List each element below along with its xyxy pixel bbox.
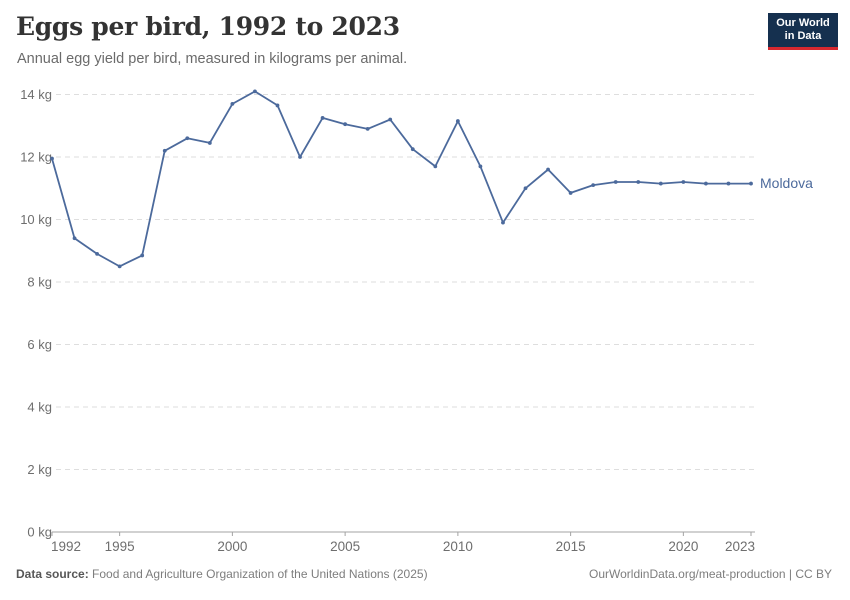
- data-point[interactable]: [455, 119, 460, 123]
- chart-title: Eggs per bird, 1992 to 2023: [16, 12, 400, 41]
- series-label[interactable]: Moldova: [760, 175, 813, 191]
- x-axis-label: 1995: [105, 539, 135, 554]
- data-source[interactable]: Data source: Food and Agriculture Organi…: [16, 567, 428, 581]
- data-point[interactable]: [388, 117, 393, 122]
- data-point[interactable]: [72, 236, 77, 241]
- data-point[interactable]: [523, 186, 528, 191]
- data-point[interactable]: [658, 181, 663, 186]
- data-point[interactable]: [726, 181, 731, 186]
- data-point[interactable]: [95, 251, 99, 256]
- y-axis-label: 8 kg: [27, 275, 52, 290]
- data-point[interactable]: [320, 116, 325, 120]
- data-point[interactable]: [230, 101, 235, 106]
- data-point[interactable]: [343, 122, 348, 127]
- data-point[interactable]: [140, 253, 145, 258]
- y-axis-label: 14 kg: [20, 87, 52, 102]
- x-axis-label: 2015: [556, 539, 586, 554]
- y-axis-label: 10 kg: [20, 212, 52, 227]
- data-point[interactable]: [185, 136, 190, 141]
- series-line[interactable]: [51, 90, 752, 268]
- data-point[interactable]: [681, 180, 686, 184]
- data-point[interactable]: [613, 180, 618, 184]
- owid-logo[interactable]: Our World in Data: [768, 13, 838, 50]
- x-axis-label: 1992: [51, 539, 81, 554]
- data-point[interactable]: [207, 141, 212, 145]
- data-point[interactable]: [410, 147, 415, 152]
- x-axis-label: 2005: [330, 539, 360, 554]
- data-point[interactable]: [478, 164, 483, 169]
- data-point[interactable]: [365, 126, 370, 131]
- y-axis-label: 4 kg: [27, 400, 52, 415]
- data-point[interactable]: [704, 181, 708, 186]
- owid-logo-line2: in Data: [784, 30, 822, 42]
- data-point[interactable]: [162, 148, 167, 153]
- data-source-label: Data source:: [16, 567, 89, 581]
- data-point[interactable]: [749, 181, 753, 186]
- data-point[interactable]: [501, 220, 505, 225]
- chart-subtitle: Annual egg yield per bird, measured in k…: [17, 51, 408, 67]
- data-point[interactable]: [275, 103, 280, 108]
- data-point[interactable]: [568, 191, 573, 195]
- x-axis-label: 2000: [217, 539, 247, 554]
- data-point[interactable]: [433, 164, 438, 169]
- data-point[interactable]: [591, 183, 596, 188]
- data-point[interactable]: [636, 180, 641, 184]
- y-axis-label: 0 kg: [27, 525, 52, 540]
- data-point[interactable]: [117, 264, 122, 269]
- y-axis-label: 6 kg: [27, 337, 52, 352]
- x-axis-label: 2010: [443, 539, 473, 554]
- owid-logo-line1: Our World: [776, 17, 830, 29]
- chart-footer: Data source: Food and Agriculture Organi…: [16, 567, 832, 581]
- data-point[interactable]: [50, 156, 54, 161]
- x-axis-label: 2020: [668, 539, 698, 554]
- y-axis-label: 12 kg: [20, 150, 52, 165]
- y-axis-label: 2 kg: [27, 462, 52, 477]
- data-point[interactable]: [253, 89, 257, 94]
- data-point[interactable]: [546, 167, 550, 172]
- data-source-text: Food and Agriculture Organization of the…: [88, 567, 428, 581]
- data-point[interactable]: [298, 155, 302, 159]
- credit-link[interactable]: OurWorldinData.org/meat-production | CC …: [589, 567, 832, 581]
- x-axis-label: 2023: [725, 539, 755, 554]
